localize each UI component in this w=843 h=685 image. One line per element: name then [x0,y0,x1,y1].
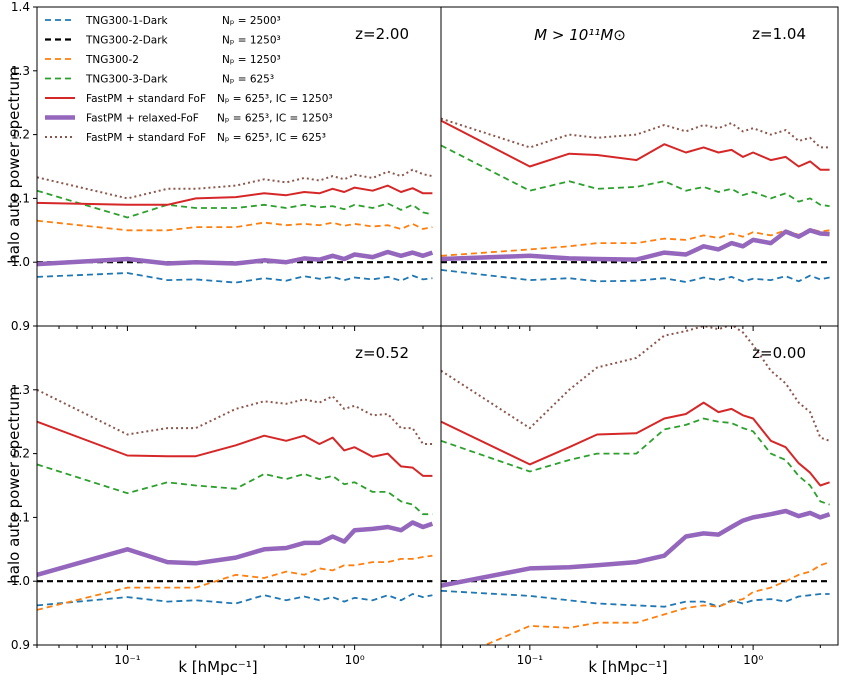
series-line-6 [441,508,831,588]
legend-item: FastPM + standard FoF Nₚ = 625³, IC = 125… [45,93,333,105]
legend: TNG300-1-Dark Nₚ = 2500³ TNG300-2-Dark Nₚ =… [45,15,333,144]
legend-item: TNG300-2 Nₚ = 1250³ [45,54,281,66]
series-group [441,117,830,283]
legend-particle-count: Nₚ = 2500³ [222,15,281,27]
legend-series-name: TNG300-3-Dark [85,74,169,86]
y-tick-label: 1.1 [11,510,30,524]
x-tick-label: 10⁰ [743,653,763,667]
y-tick-label: 1.3 [11,64,30,78]
legend-particle-count: Nₚ = 625³ [222,74,274,86]
panel-4: 10⁻¹ 10⁰ z=0.00 [440,325,839,667]
series-line-6 [37,520,434,577]
series-line-3 [37,554,433,611]
legend-series-name: TNG300-1-Dark [85,15,169,27]
series-line-5 [37,420,433,477]
y-tick-label: 0.9 [11,638,30,652]
panels-layer: 0.9 1.0 1.1 1.2 1.3 1.4 z=2.00 z=1.04 0.9 1.0 1.1 1… [11,0,839,667]
x-tick-label: 10⁻¹ [114,653,141,667]
legend-series-name: FastPM + relaxed-FoF [86,113,199,125]
series-group [37,388,434,611]
legend-item: TNG300-2-Dark Nₚ = 1250³ [45,35,281,47]
series-line-5 [441,401,830,487]
legend-item: FastPM + relaxed-FoF Nₚ = 625³, IC = 1250… [45,113,333,125]
panel-3: 0.9 1.0 1.1 1.2 1.3 10⁻¹ 10⁰ z=0.52 [11,325,442,667]
series-line-1 [441,589,830,608]
legend-particle-count: Nₚ = 1250³ [222,54,281,66]
series-line-1 [37,593,433,607]
x-axis-label-left: k [hMpc⁻¹] [178,658,257,676]
legend-item: TNG300-1-Dark Nₚ = 2500³ [45,15,281,27]
series-line-4 [37,189,433,219]
redshift-label: z=1.04 [752,25,806,43]
legend-item: TNG300-3-Dark Nₚ = 625³ [45,74,274,86]
redshift-label: z=2.00 [355,25,409,43]
y-tick-label: 1.0 [11,255,30,269]
panel-frame [440,325,839,646]
series-line-5 [441,119,830,171]
series-line-7 [441,117,830,149]
legend-particle-count: Nₚ = 625³, IC = 625³ [217,132,326,144]
legend-item: FastPM + standard FoF Nₚ = 625³, IC = 625… [45,132,326,144]
series-group [37,168,434,284]
legend-particle-count: Nₚ = 625³, IC = 1250³ [217,93,333,105]
series-line-6 [37,249,434,267]
panel-2: z=1.04 [440,6,839,331]
x-tick-label: 10⁰ [345,653,365,667]
legend-series-name: TNG300-2 [85,54,139,66]
panel-1: 0.9 1.0 1.1 1.2 1.3 1.4 z=2.00 [11,0,442,333]
y-tick-label: 1.2 [11,128,30,142]
redshift-label: z=0.52 [355,344,409,362]
series-line-7 [37,388,433,445]
y-tick-label: 1.2 [11,447,30,461]
x-axis-label-right: k [hMpc⁻¹] [588,658,667,676]
series-line-7 [37,168,433,200]
legend-particle-count: Nₚ = 625³, IC = 1250³ [217,113,333,125]
series-line-4 [37,463,433,516]
series-line-3 [37,219,433,232]
mass-cut-label: M > 10¹¹M⊙ [534,26,626,44]
y-axis-label-top: halo auto power spectrum [5,66,23,263]
y-tick-label: 1.1 [11,191,30,205]
series-line-3 [483,561,830,645]
panel-frame [36,325,442,646]
y-tick-label: 1.3 [11,383,30,397]
y-tick-label: 0.9 [11,319,30,333]
legend-series-name: FastPM + standard FoF [86,132,206,144]
series-line-7 [441,326,830,442]
series-line-5 [37,184,433,206]
series-line-4 [441,144,830,207]
x-tick-label: 10⁻¹ [517,653,544,667]
redshift-label: z=0.00 [752,344,806,362]
series-line-6 [441,228,830,262]
series-line-1 [441,269,830,283]
y-tick-label: 1.4 [11,0,30,14]
series-line-1 [37,272,433,284]
legend-particle-count: Nₚ = 1250³ [222,35,281,47]
y-axis-label-bottom: halo auto power spectrum [5,386,23,583]
legend-series-name: TNG300-2-Dark [85,35,169,47]
legend-series-name: FastPM + standard FoF [86,93,206,105]
series-group [441,326,831,645]
series-line-4 [441,417,830,506]
y-tick-label: 1.0 [11,574,30,588]
